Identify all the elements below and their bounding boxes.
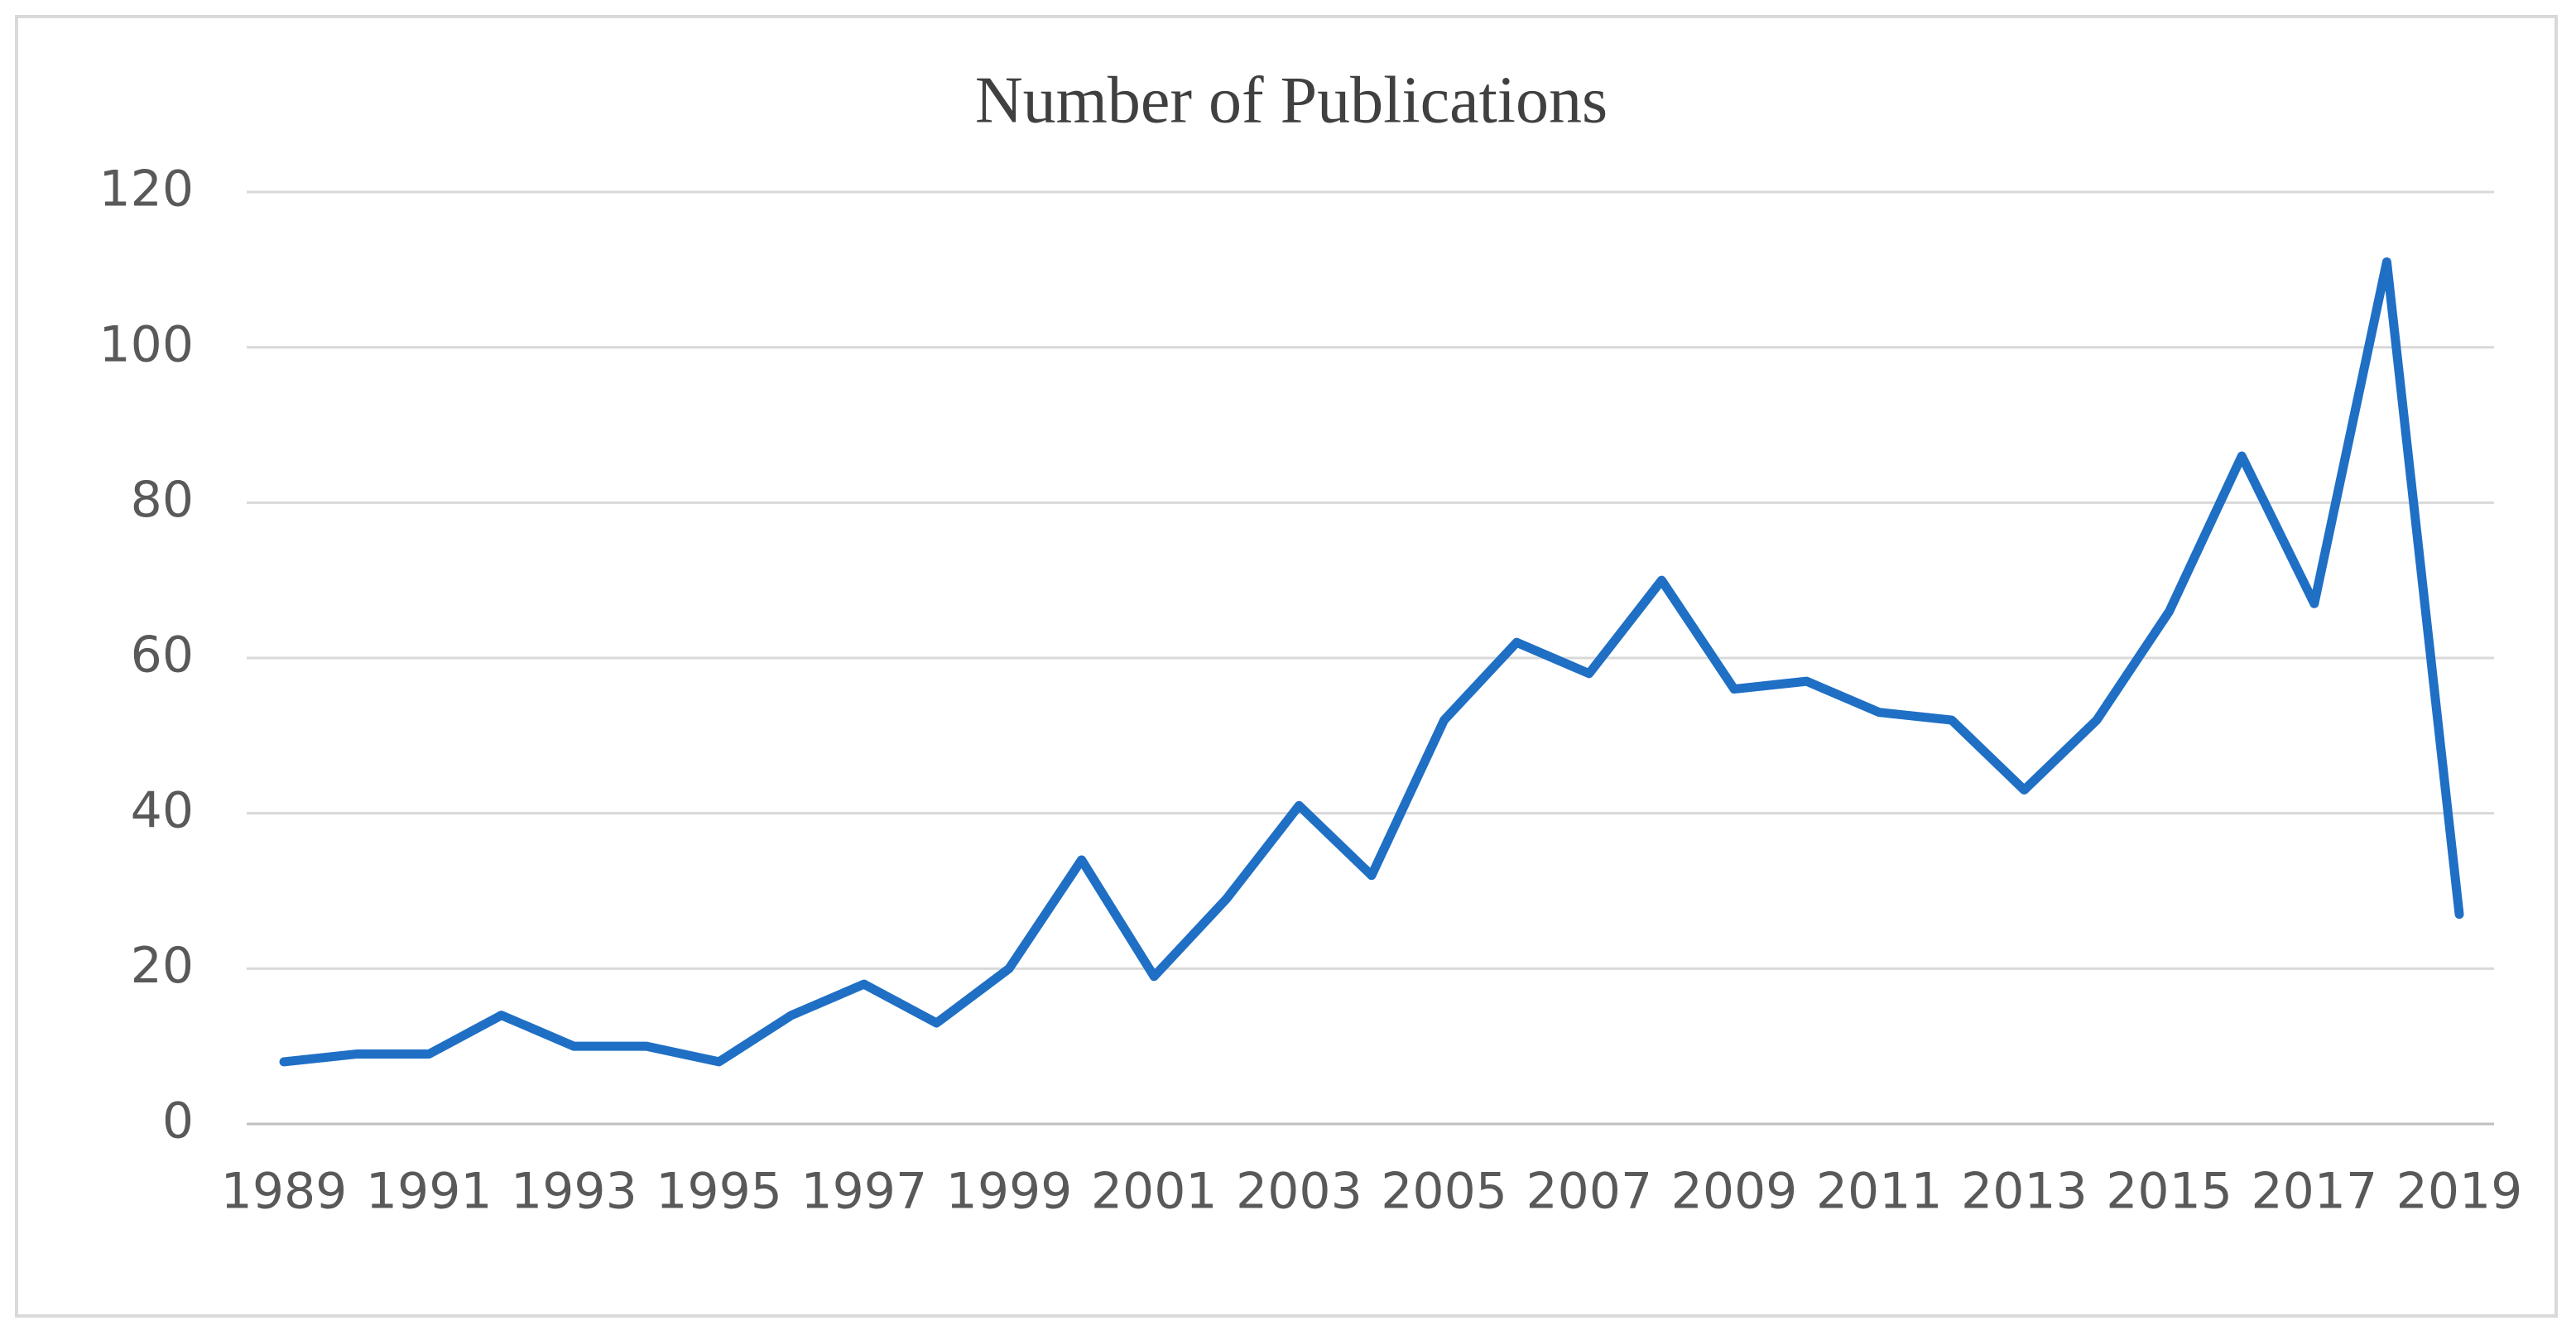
y-tick-label: 0 (162, 1092, 194, 1150)
x-tick-label: 1997 (800, 1163, 927, 1221)
x-tick-label: 2009 (1671, 1163, 1798, 1221)
x-tick-label: 2015 (2106, 1163, 2232, 1221)
x-tick-label: 1993 (511, 1163, 637, 1221)
x-tick-label: 2017 (2251, 1163, 2377, 1221)
x-tick-label: 2003 (1236, 1163, 1362, 1221)
chart-border (15, 15, 2558, 1318)
x-tick-label: 1999 (946, 1163, 1073, 1221)
y-tick-label: 80 (131, 471, 194, 529)
x-tick-label: 2005 (1381, 1163, 1507, 1221)
x-tick-label: 2007 (1526, 1163, 1652, 1221)
x-tick-label: 1991 (366, 1163, 493, 1221)
y-tick-label: 60 (131, 627, 194, 684)
x-tick-label: 2019 (2396, 1163, 2523, 1221)
y-tick-label: 100 (99, 315, 194, 373)
x-tick-label: 2011 (1816, 1163, 1943, 1221)
y-tick-label: 20 (131, 937, 194, 995)
y-tick-label: 120 (99, 161, 194, 218)
y-tick-label: 40 (131, 781, 194, 839)
x-tick-label: 1989 (221, 1163, 348, 1221)
data-line (279, 257, 2464, 1067)
x-tick-label: 2013 (1961, 1163, 2088, 1221)
x-tick-label: 2001 (1091, 1163, 1218, 1221)
chart-title: Number of Publications (975, 64, 1608, 137)
x-tick-label: 1995 (656, 1163, 782, 1221)
